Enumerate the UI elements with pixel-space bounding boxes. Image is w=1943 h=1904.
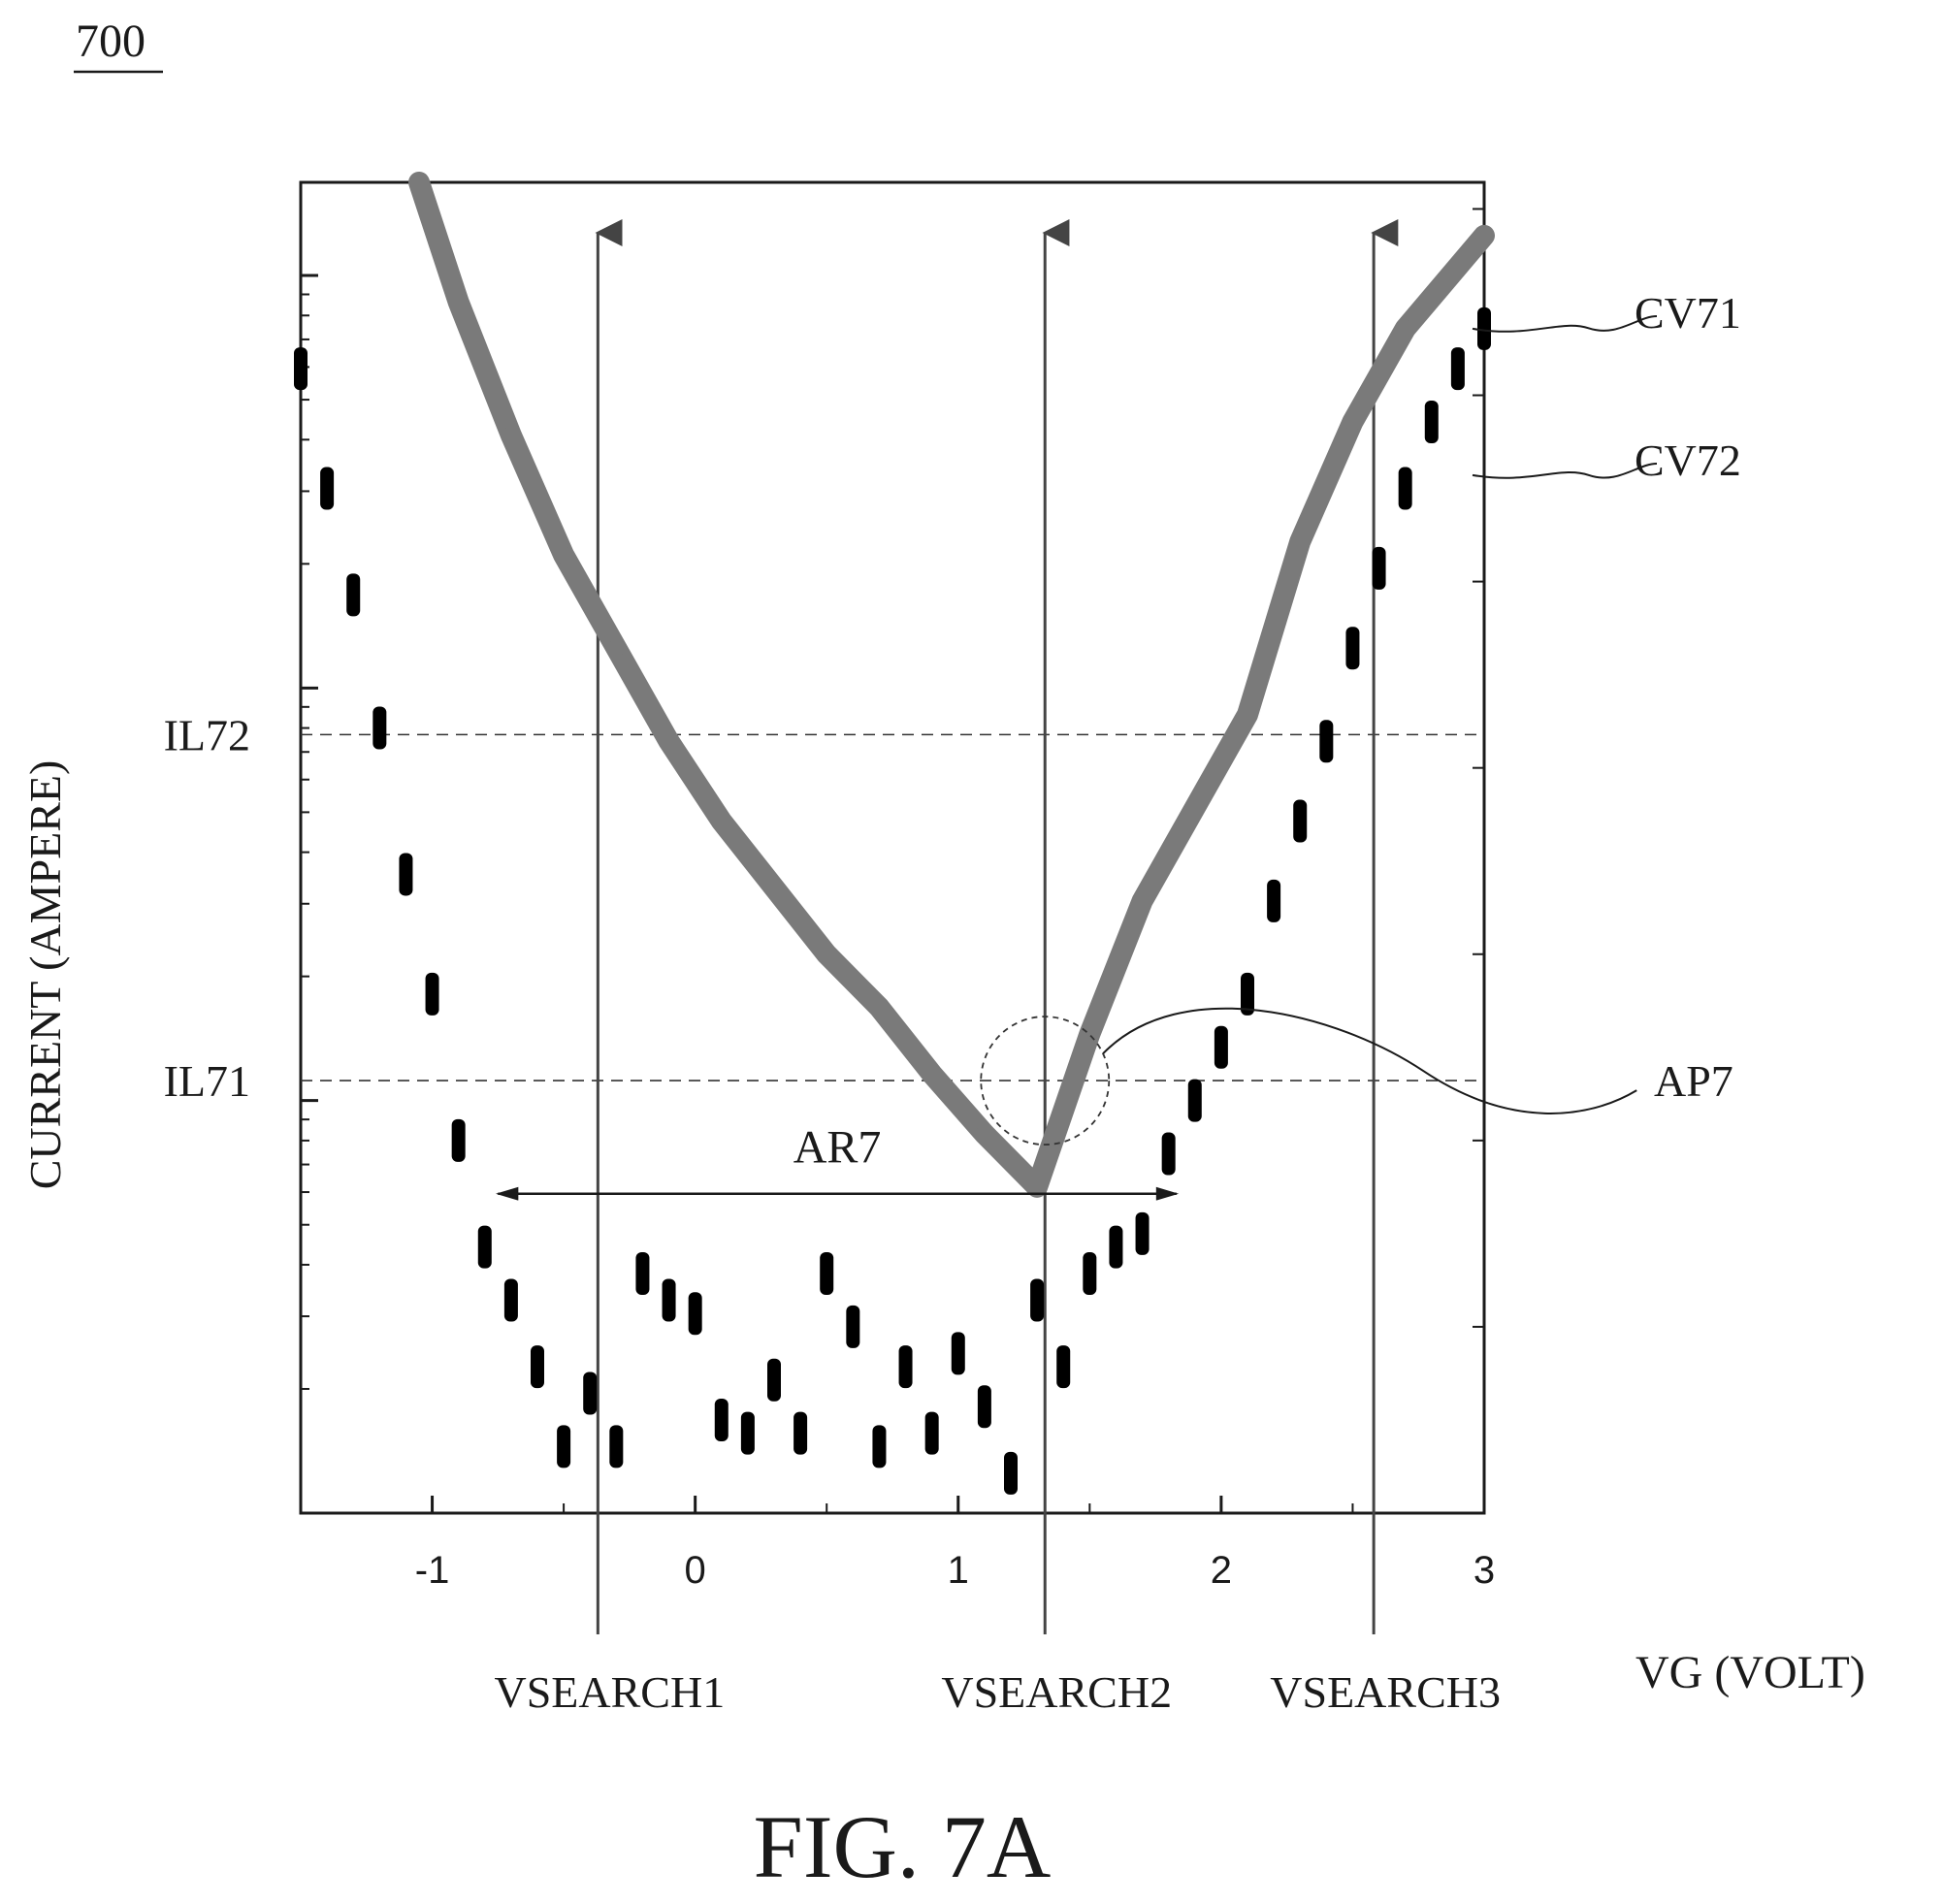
series-cv72-point [294, 347, 308, 391]
series-cv71-point [410, 174, 428, 191]
series-cv72-point [477, 1225, 492, 1269]
x-tick-label: 3 [1473, 1549, 1495, 1592]
series-cv71-point [1291, 532, 1310, 551]
series-cv71-point [975, 1124, 993, 1143]
series-cv72-point [1109, 1225, 1123, 1269]
series-cv71-point [1475, 226, 1493, 244]
series-cv71-point [923, 1065, 941, 1083]
series-cv71-point [1436, 273, 1454, 291]
series-cv72-point [1424, 400, 1439, 443]
series-cv72-point [399, 853, 413, 896]
x-axis-title: VG (VOLT) [1635, 1647, 1865, 1698]
search-voltage-label-2: VSEARCH2 [941, 1667, 1172, 1717]
series-cv72-point [714, 1398, 729, 1441]
annotations-layer: AR7 AP7 CV71 CV72 [495, 288, 1741, 1201]
series-cv72-point [1056, 1345, 1071, 1389]
search-voltage-label-3: VSEARCH3 [1270, 1667, 1501, 1717]
series-cv72-point [531, 1345, 544, 1389]
series-cv71-point [607, 639, 626, 658]
series-cv71-point [712, 812, 730, 830]
series-cv72-point [1004, 1451, 1018, 1495]
series-cv72-point [1135, 1211, 1150, 1255]
series-cv72-point [662, 1278, 676, 1322]
series-cv72-point [977, 1385, 991, 1429]
series-cv72-point [425, 972, 439, 1016]
figure-reference: 700 [76, 16, 146, 67]
series-cv72-point [951, 1332, 965, 1375]
series-cv72-point [1267, 879, 1281, 922]
reference-label-il71: IL71 [164, 1056, 250, 1106]
series-cv72-point [503, 1278, 518, 1322]
series-cv72-point [872, 1425, 887, 1468]
series-cv72-point [320, 467, 335, 510]
annotation-ap7-leader [1102, 1007, 1637, 1114]
series-cv72-point [1293, 799, 1308, 843]
series-cv72-point [1477, 307, 1491, 350]
series-cv72-point [451, 1118, 466, 1162]
series-cv71-point [502, 426, 520, 444]
annotation-cv71-label: CV71 [1635, 288, 1741, 338]
series-cv72-point [583, 1372, 598, 1415]
x-tick-label: 1 [948, 1549, 969, 1592]
series-cv72-point [1083, 1252, 1097, 1296]
series-cv71-point [1344, 412, 1362, 431]
series-cv71-point [765, 879, 783, 897]
x-tick-label: -1 [415, 1549, 450, 1592]
annotation-cv72-label: CV72 [1635, 436, 1741, 485]
series-cv72-point [1319, 720, 1334, 763]
series-cv72-point [793, 1411, 808, 1455]
series-cv71-point [870, 998, 889, 1017]
annotation-ar7-label: AR7 [793, 1122, 882, 1174]
series-cv71-point [1133, 891, 1151, 910]
series-cv71-point [1396, 319, 1414, 338]
series-cv72-point [1187, 1079, 1202, 1122]
search-voltage-label-1: VSEARCH1 [494, 1667, 725, 1717]
series-cv72-point [1372, 546, 1386, 590]
series-cv72-point [898, 1345, 913, 1389]
series-cv72-point [1214, 1025, 1228, 1069]
series-cv72-point [688, 1292, 702, 1336]
series-cv72-point [1161, 1132, 1176, 1176]
series-cv72-point [924, 1411, 939, 1455]
plot-frame [299, 180, 1486, 1515]
reference-label-il72: IL72 [164, 710, 250, 759]
axis-ticks: -1 0 1 2 3 [300, 208, 1495, 1592]
series-cv71-point [1081, 1025, 1099, 1044]
series-cv72-point [557, 1425, 571, 1468]
series-cv71-point [660, 732, 678, 751]
series-cv72-point [372, 706, 387, 750]
reference-lines: IL72 IL71 VSEARCH1 VSEARCH2 VSEARCH3 [164, 219, 1501, 1717]
series-cv71-point [449, 293, 468, 311]
annotation-ap7-label: AP7 [1654, 1056, 1733, 1106]
series-layer [294, 172, 1495, 1495]
series-cv72-point [1345, 627, 1360, 670]
series-cv72-point [1030, 1278, 1045, 1322]
series-cv71-point [555, 546, 573, 565]
x-tick-label: 0 [685, 1549, 706, 1592]
series-cv71-line [408, 172, 1495, 1198]
figure-caption: FIG. 7A [754, 1797, 1052, 1896]
series-cv72-point [1241, 972, 1254, 1016]
series-cv71-point [818, 945, 836, 963]
annotation-ap7-circle [980, 1016, 1111, 1146]
x-tick-label: 2 [1211, 1549, 1232, 1592]
series-cv72-point [635, 1252, 650, 1296]
series-cv72-point [820, 1252, 834, 1296]
series-cv72-point [767, 1358, 781, 1402]
series-cv72-point [609, 1425, 624, 1468]
series-cv71-point [1239, 705, 1256, 724]
y-axis-title: CURRENT (AMPERE) [20, 760, 70, 1190]
series-cv72-point [740, 1411, 755, 1455]
annotation-cv72-leader [1472, 463, 1658, 479]
annotation-cv71-leader [1472, 315, 1658, 333]
series-cv72-point [1398, 467, 1412, 510]
series-cv72-point [846, 1305, 860, 1348]
series-cv71-point [1185, 798, 1204, 817]
series-cv72-point [1450, 347, 1465, 391]
series-cv72-point [346, 573, 361, 617]
